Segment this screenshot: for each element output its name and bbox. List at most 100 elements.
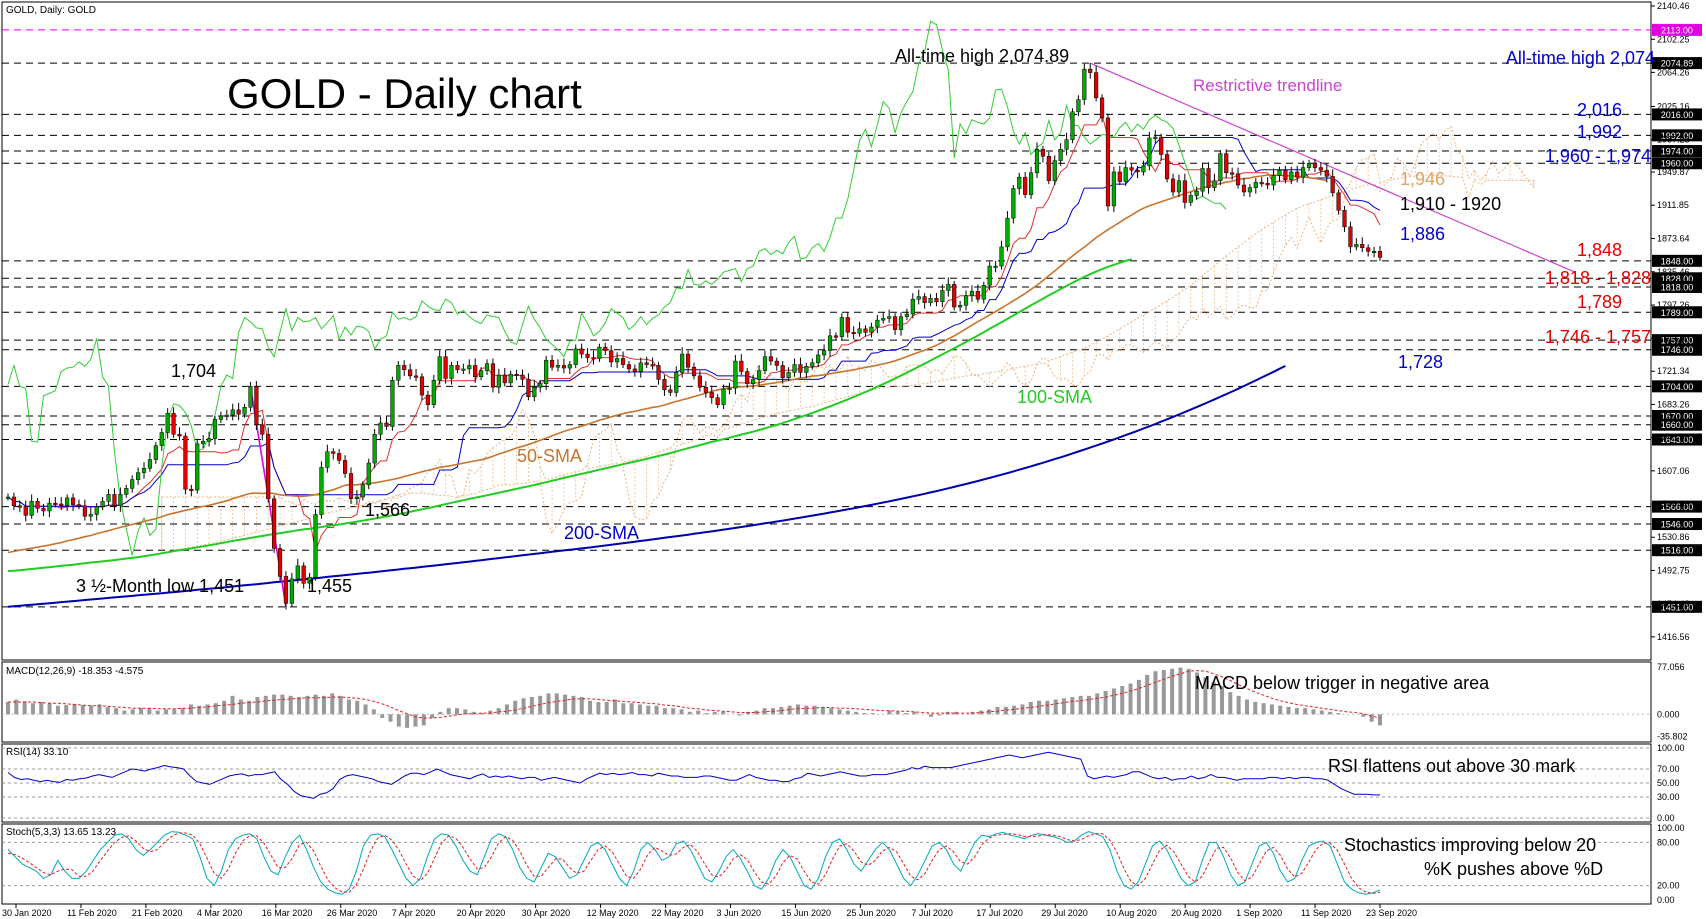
macd-bar: [928, 714, 933, 717]
y-tick-label: 1835.46: [1657, 267, 1690, 277]
rsi-note: RSI flattens out above 30 mark: [1328, 756, 1576, 776]
candle-bear: [1224, 153, 1229, 174]
candle-bear: [1182, 180, 1187, 203]
candle-bull: [727, 387, 732, 390]
macd-y-tick: -35.802: [1657, 731, 1688, 741]
macd-bar: [737, 714, 742, 716]
candle-bull: [887, 316, 892, 319]
macd-bar: [854, 711, 859, 715]
candle-bear: [549, 359, 555, 368]
level-1886-label: 1,886: [1400, 224, 1445, 244]
candle-bear: [1377, 251, 1383, 258]
level-2016-label: 2,016: [1577, 100, 1622, 120]
x-tick-label: 1 Sep 2020: [1236, 908, 1282, 918]
y-tick-label: 2025.16: [1657, 101, 1690, 111]
macd-bar: [1120, 686, 1125, 715]
macd-bar: [1161, 670, 1166, 715]
macd-bar: [1311, 709, 1316, 715]
candle-bear: [1295, 171, 1300, 178]
candle-bull: [372, 434, 377, 464]
candle-bull: [206, 438, 212, 442]
candle-bull: [1082, 68, 1087, 100]
candle-bull: [1301, 167, 1306, 178]
candle-bear: [408, 369, 413, 377]
macd-bar: [787, 705, 792, 715]
candle-bull: [869, 326, 874, 333]
macd-bar: [1336, 713, 1341, 715]
candle-bear: [171, 413, 176, 435]
candle-bull: [910, 298, 915, 315]
x-tick-label: 11 Sep 2020: [1301, 908, 1351, 918]
candle-bull: [993, 265, 998, 268]
macd-bar: [155, 710, 160, 715]
candle-bear: [1259, 182, 1264, 185]
macd-bar: [987, 709, 992, 715]
candle-bull: [159, 432, 164, 446]
macd-bar: [172, 709, 177, 715]
sma100-line: [7, 258, 1132, 572]
candle-bear: [1099, 97, 1105, 119]
candle-bull: [94, 506, 99, 515]
macd-bar: [64, 705, 69, 715]
macd-bar: [837, 709, 842, 715]
x-tick-label: 3 Jun 2020: [716, 908, 761, 918]
candle-bull: [538, 383, 543, 388]
candle-bull: [212, 419, 218, 439]
level-1746-label: 1,746 - 1,757: [1545, 327, 1651, 347]
macd-bar: [1369, 714, 1374, 722]
candle-bull: [898, 316, 904, 330]
trendline-label: Restrictive trendline: [1193, 76, 1342, 95]
candle-bull: [857, 328, 862, 334]
macd-bar: [671, 708, 676, 715]
y-tick-label: 1759.00: [1657, 333, 1690, 343]
x-tick-label: 4 Mar 2020: [197, 908, 243, 918]
low-1451-label: 3 ½-Month low 1,451: [76, 576, 244, 596]
macd-bar: [662, 708, 667, 715]
candle-bull: [1354, 244, 1359, 248]
level-1946-label: 1,946: [1400, 169, 1445, 189]
candle-bear: [975, 291, 980, 300]
candle-bull: [1052, 160, 1057, 181]
candlesticks: [5, 63, 1383, 610]
level-tag-text: 1818.00: [1661, 282, 1694, 292]
candle-bull: [248, 386, 253, 408]
x-tick-label: 20 Apr 2020: [457, 908, 506, 918]
candle-bull: [946, 284, 951, 291]
candle-bear: [952, 284, 957, 308]
level-tag: [1652, 418, 1702, 431]
candle-bear: [745, 371, 750, 384]
candle-bull: [1153, 136, 1158, 139]
macd-bar: [1128, 683, 1133, 715]
macd-note: MACD below trigger in negative area: [1195, 673, 1490, 693]
macd-panel-frame: [1, 661, 1652, 743]
candle-bull: [230, 409, 235, 416]
macd-bar: [1178, 667, 1183, 715]
macd-bar: [820, 706, 825, 715]
macd-bar: [804, 705, 809, 715]
candle-bear: [236, 409, 241, 415]
candle-bear: [845, 317, 850, 333]
macd-bar: [596, 702, 601, 715]
candle-bull: [147, 459, 153, 469]
rsi-y-tick: 70.00: [1657, 764, 1680, 774]
candle-bear: [59, 503, 64, 506]
candle-bear: [1117, 171, 1122, 182]
stoch-y-tick: 20.00: [1657, 881, 1680, 891]
candle-bull: [366, 462, 371, 486]
candle-bear: [656, 365, 661, 380]
candle-bull: [47, 502, 52, 512]
level-tag-text: 2113.00: [1661, 25, 1693, 35]
candle-bull: [153, 445, 158, 460]
candle-bull: [295, 565, 300, 580]
x-tick-label: 7 Jul 2020: [911, 908, 953, 918]
macd-bar: [139, 708, 144, 715]
y-tick-label: 1949.87: [1657, 167, 1690, 177]
candle-bear: [23, 506, 28, 516]
macd-bar: [1253, 702, 1258, 715]
candle-bull: [307, 576, 312, 584]
candle-bear: [1165, 154, 1170, 180]
level-tag-text: 1451.00: [1661, 602, 1694, 612]
level-1848-label: 1,848: [1577, 240, 1622, 260]
macd-bar: [504, 704, 509, 715]
candle-bull: [555, 365, 561, 368]
